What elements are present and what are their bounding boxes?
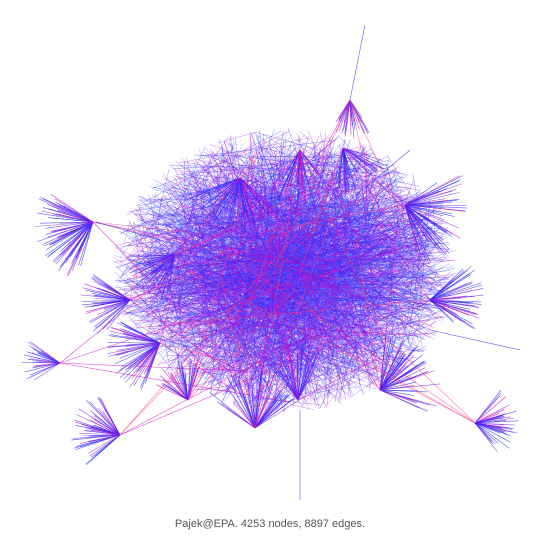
network-graph [21, 24, 521, 500]
graph-caption: Pajek@EPA. 4253 nodes, 8897 edges. [174, 518, 366, 530]
graph-edges [21, 24, 521, 500]
